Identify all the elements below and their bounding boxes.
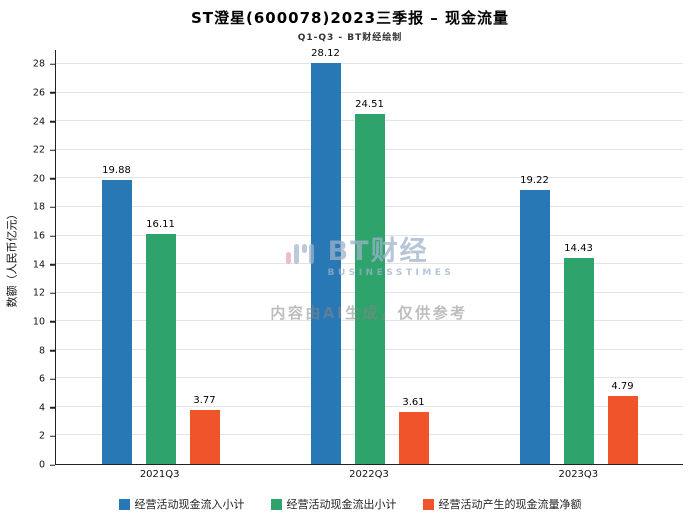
bar-wrap: 4.79 [607, 50, 638, 464]
y-tick-mark [50, 292, 55, 295]
bar-value-label: 14.43 [564, 243, 593, 254]
y-tick-label: 16 [32, 230, 45, 242]
bar-wrap: 3.77 [189, 50, 220, 464]
bar-value-label: 24.51 [355, 99, 384, 111]
bar-wrap: 19.22 [519, 50, 550, 464]
legend-swatch [270, 498, 282, 510]
bar-value-label: 28.12 [311, 47, 340, 59]
y-tick-label: 22 [32, 144, 45, 156]
y-tick-label: 28 [32, 58, 45, 70]
y-tick-label: 8 [38, 345, 45, 357]
y-tick-mark [50, 178, 55, 180]
y-ticks: 0 2 4 6 8 10 12 14 16 18 20 22 24 26 28 [0, 50, 55, 471]
bar-wrap: 24.51 [354, 50, 385, 464]
y-tick-mark [50, 63, 55, 66]
bar: 3.61 [398, 397, 429, 464]
gridline [56, 91, 683, 93]
bar-value-label: 16.11 [146, 219, 175, 231]
y-tick-label: 10 [32, 316, 45, 328]
legend-label: 经营活动现金流出小计 [286, 498, 397, 511]
chart-title: ST澄星(600078)2023三季报 – 现金流量 [190, 9, 510, 27]
y-tick-mark [50, 92, 55, 94]
y-tick-mark [50, 235, 55, 237]
legend-label: 经营活动现金流入小计 [134, 498, 245, 511]
y-tick-mark [50, 378, 55, 380]
y-tick-label: 6 [38, 373, 45, 385]
bar-group: 19.88 16.11 3.77 [56, 50, 265, 464]
bar: 24.51 [354, 99, 385, 464]
bar-group: 28.12 24.51 3.61 [265, 48, 474, 464]
legend-swatch [422, 498, 434, 510]
gridline [56, 63, 683, 65]
bar-wrap: 14.43 [563, 50, 594, 464]
x-tick-label: 2021Q3 [139, 469, 180, 480]
legend: 经营活动现金流入小计 经营活动现金流出小计 经营活动产生的现金流量净额 [0, 496, 700, 512]
y-tick-mark [50, 349, 55, 352]
legend-item: 经营活动现金流入小计 [118, 496, 245, 512]
bar: 16.11 [145, 219, 176, 464]
chart-subtitle: Q1-Q3 - BT财经绘制 [297, 33, 403, 43]
x-tick-label: 2022Q3 [349, 469, 389, 480]
x-tick-label: 2023Q3 [558, 469, 599, 480]
y-tick-mark [50, 321, 55, 323]
bar: 3.77 [189, 395, 220, 464]
y-tick-label: 18 [32, 201, 45, 213]
y-tick-label: 0 [38, 459, 45, 471]
bar-value-label: 3.61 [402, 397, 425, 409]
y-tick-mark [50, 435, 55, 438]
legend-swatch [118, 498, 130, 510]
y-tick-label: 2 [38, 430, 45, 442]
legend-label: 经营活动产生的现金流量净额 [438, 498, 582, 511]
bar-value-label: 19.22 [520, 174, 549, 186]
y-tick-mark [50, 120, 55, 123]
y-tick-mark [50, 407, 55, 409]
bar: 19.22 [519, 175, 550, 464]
bar: 4.79 [607, 381, 638, 464]
y-tick-mark [50, 464, 55, 466]
y-tick-label: 4 [38, 402, 45, 414]
bar-value-label: 4.79 [611, 380, 634, 392]
legend-item: 经营活动现金流出小计 [270, 496, 397, 512]
bar-group: 19.22 14.43 4.79 [474, 50, 683, 464]
bar-wrap: 19.88 [101, 50, 132, 464]
y-tick-label: 20 [32, 173, 45, 185]
x-axis-labels: 2021Q3 2022Q3 2023Q3 [55, 469, 683, 480]
y-tick-label: 12 [32, 287, 45, 299]
bar-value-label: 3.77 [193, 395, 216, 407]
plot-area: 19.88 16.11 3.77 28.12 24.51 3.61 19.22 14.43 4.… [55, 48, 683, 465]
y-tick-mark [50, 149, 55, 151]
y-tick-label: 26 [32, 87, 45, 99]
bar-groups: 19.88 16.11 3.77 28.12 24.51 3.61 19.22 14.43 4.… [56, 48, 683, 464]
bar: 19.88 [101, 165, 132, 464]
bar-wrap: 16.11 [145, 50, 176, 464]
bar-wrap: 3.61 [398, 50, 429, 464]
y-tick-label: 14 [32, 259, 45, 271]
y-tick-label: 24 [32, 116, 45, 128]
bar: 14.43 [563, 243, 594, 464]
bar-value-label: 19.88 [102, 165, 131, 177]
y-tick-mark [50, 206, 55, 209]
bar: 28.12 [310, 48, 341, 464]
y-tick-mark [50, 263, 55, 266]
legend-item: 经营活动产生的现金流量净额 [422, 496, 582, 512]
bar-wrap: 28.12 [310, 48, 341, 464]
